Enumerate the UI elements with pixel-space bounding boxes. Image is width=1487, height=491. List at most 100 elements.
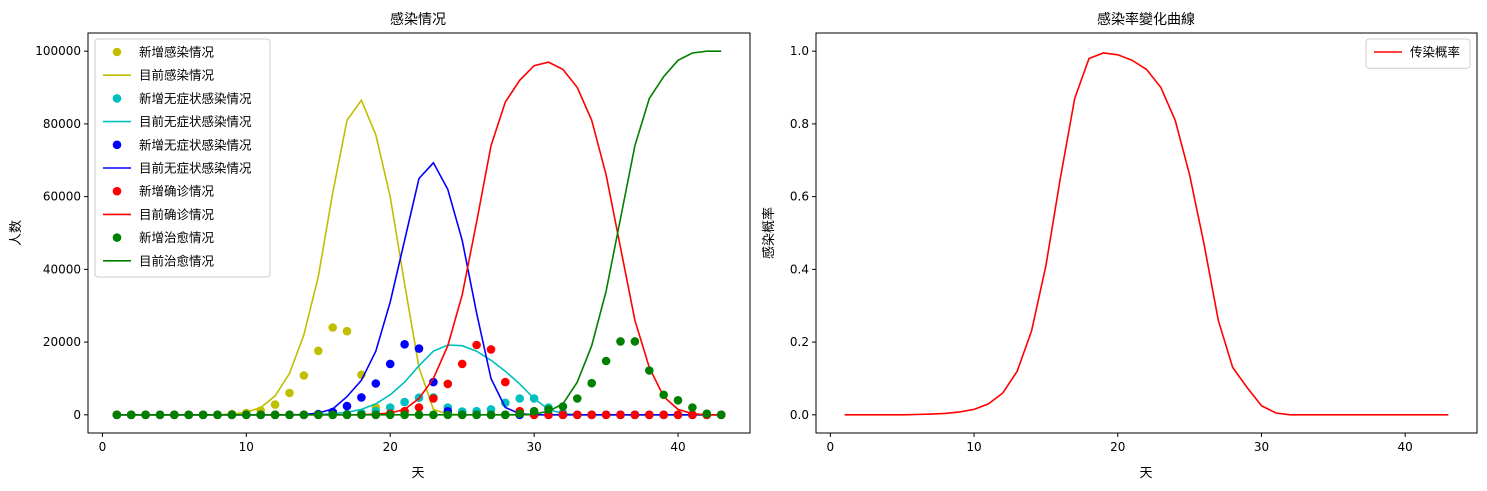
x-tick-label-1: 10: [239, 440, 254, 454]
chart-title-right: 感染率變化曲線: [1097, 11, 1195, 28]
legend-label-5: 目前无症状感染情况: [139, 161, 252, 176]
legend-swatch-6: [112, 186, 122, 196]
series-point-4-22: [429, 377, 438, 387]
series-point-0-16: [342, 326, 352, 336]
x-tick-label-3: 30: [1254, 440, 1269, 454]
y-tick-label-5: 100000: [35, 44, 81, 58]
chart-infection-status: 感染情况 0 10 20 30 40 0 20000 40000 60000 80000 1000…: [9, 11, 751, 481]
series-point-6-26: [486, 345, 496, 354]
legend-label-0: 新增感染情况: [139, 45, 215, 60]
series-point-8-40: [688, 403, 697, 412]
y-tick-label-2: 40000: [43, 262, 81, 276]
legend-swatch-4: [112, 140, 122, 150]
legend-swatch-8: [112, 233, 122, 242]
series-point-8-35: [616, 337, 625, 346]
legend-label-0: 传染概率: [1410, 45, 1460, 60]
x-tick-label-2: 20: [383, 440, 398, 454]
legend-swatch-0: [112, 47, 122, 57]
y-axis-label-left: 人数: [9, 220, 24, 246]
y-tick-label-4: 0.8: [790, 117, 809, 131]
y-tick-label-3: 60000: [43, 190, 81, 204]
series-point-6-21: [414, 403, 424, 412]
series-point-2-27: [501, 398, 510, 408]
y-tick-label-2: 0.4: [790, 262, 809, 276]
y-axis-right: 0.0 0.2 0.4 0.6 0.8 1.0: [790, 44, 816, 422]
series-point-4-20: [400, 340, 409, 349]
series-point-6-27: [501, 377, 510, 387]
legend-label-1: 目前感染情况: [139, 68, 215, 83]
x-tick-label-0: 0: [99, 440, 107, 454]
x-axis-label-right: 天: [1139, 466, 1152, 481]
series-line-9: [116, 50, 722, 416]
x-tick-label-2: 20: [1110, 440, 1125, 454]
series-point-6-31: [558, 410, 568, 420]
x-tick-label-4: 40: [670, 440, 685, 454]
x-tick-label-4: 40: [1398, 440, 1413, 454]
legend-label-9: 目前治愈情况: [139, 253, 215, 268]
legend-right: 传染概率: [1365, 38, 1471, 69]
series-point-8-38: [659, 390, 668, 400]
series-point-4-21: [414, 344, 424, 353]
y-tick-label-5: 1.0: [790, 44, 809, 58]
series-point-0-12: [285, 388, 294, 398]
series-point-2-28: [515, 394, 524, 403]
legend-left: 新增感染情况目前感染情况新增无症状感染情况目前无症状感染情况新增无症状感染情况目…: [94, 38, 271, 278]
series-point-8-32: [573, 394, 582, 403]
series-point-8-28: [515, 409, 524, 419]
chart-title-left: 感染情况: [390, 11, 446, 28]
series-point-4-18: [371, 379, 381, 388]
y-tick-label-3: 0.6: [790, 190, 809, 204]
series-point-6-34: [601, 410, 611, 420]
series-point-8-42: [716, 410, 726, 420]
legend-swatch-2: [112, 94, 122, 103]
y-tick-label-4: 80000: [43, 117, 81, 131]
y-tick-label-1: 0.2: [790, 335, 809, 349]
y-axis-left: 0 20000 40000 60000 80000 100000: [35, 44, 88, 422]
series-point-0-15: [328, 323, 338, 332]
series-point-8-36: [630, 337, 640, 346]
series-point-8-33: [587, 378, 596, 388]
series-point-8-39: [673, 396, 683, 405]
chart-infection-rate: 感染率變化曲線 0 10 20 30 40 0.0 0.2 0.4 0.6 0.8 1.0 天 感…: [761, 11, 1478, 481]
x-axis-right: 0 10 20 30 40: [827, 433, 1413, 454]
series-point-4-19: [385, 359, 395, 369]
series-point-6-32: [573, 410, 582, 420]
y-axis-label-right: 感染概率: [761, 207, 777, 259]
series-point-6-36: [630, 410, 640, 420]
series-point-0-13: [299, 371, 309, 380]
x-axis-left: 0 10 20 30 40: [99, 433, 686, 454]
series-point-4-17: [357, 393, 366, 402]
legend-box: [94, 38, 271, 278]
series-point-6-37: [645, 410, 654, 420]
series-point-6-38: [659, 410, 668, 420]
y-tick-label-1: 20000: [43, 335, 81, 349]
x-tick-label-1: 10: [966, 440, 981, 454]
series-point-6-25: [472, 340, 481, 350]
legend-label-7: 目前确诊情况: [139, 207, 215, 222]
legend-label-8: 新增治愈情况: [139, 230, 215, 245]
y-tick-label-0: 0.0: [790, 408, 809, 422]
series-point-6-24: [457, 359, 467, 369]
axes-frame-left: [87, 32, 751, 434]
y-tick-label-0: 0: [73, 408, 81, 422]
plot-area-left: [112, 50, 726, 420]
series-point-6-22: [429, 394, 438, 403]
series-point-6-39: [673, 410, 683, 420]
plot-area-right: [844, 52, 1449, 416]
axes-frame-right: [815, 32, 1478, 434]
series-point-2-19: [385, 403, 395, 412]
series-point-0-14: [314, 346, 323, 356]
x-axis-label-left: 天: [411, 466, 424, 481]
x-tick-label-0: 0: [827, 440, 835, 454]
series-point-8-34: [601, 356, 611, 366]
series-point-2-20: [400, 397, 409, 407]
legend-label-3: 目前无症状感染情况: [139, 114, 252, 129]
series-point-0-11: [270, 400, 280, 409]
series-point-6-23: [443, 379, 453, 389]
series-point-6-35: [616, 410, 625, 420]
series-point-8-37: [645, 366, 654, 375]
series-point-4-16: [342, 401, 352, 411]
x-tick-label-3: 30: [526, 440, 541, 454]
legend-label-6: 新增确诊情况: [139, 184, 215, 199]
series-line-0: [844, 52, 1449, 416]
